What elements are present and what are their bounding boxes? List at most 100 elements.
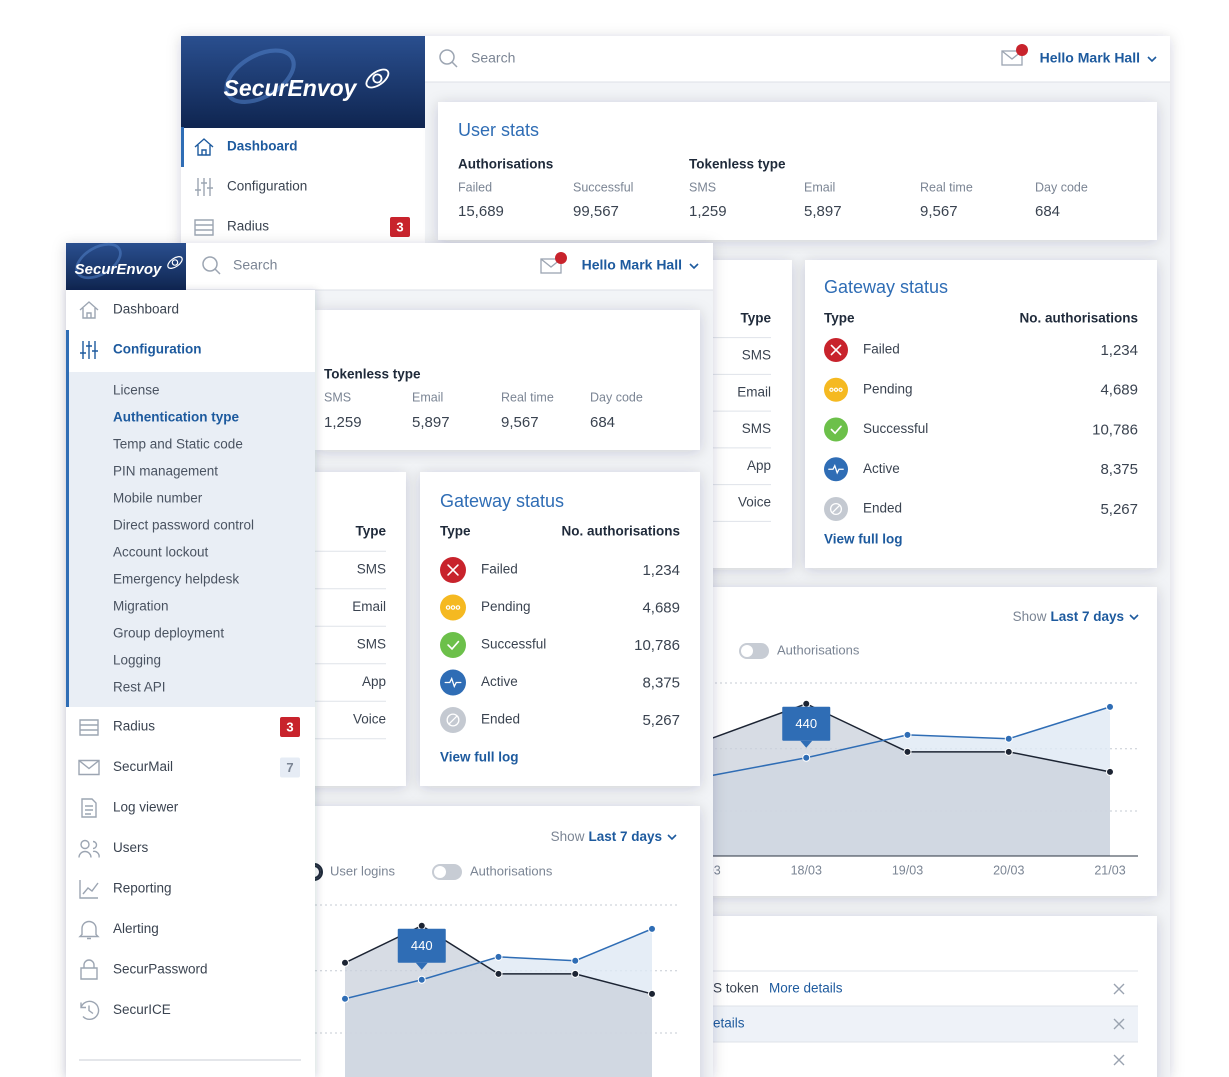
nav-item[interactable]: Configuration bbox=[195, 178, 307, 196]
nav-label: Radius bbox=[113, 719, 155, 734]
logo-orbit bbox=[224, 48, 296, 104]
nav-icon bbox=[80, 1000, 100, 1021]
submenu-item[interactable]: Group deployment bbox=[113, 626, 224, 641]
nav-item[interactable]: Radius 3 bbox=[79, 717, 300, 737]
status-label: Pending bbox=[863, 381, 913, 396]
column-header: Type bbox=[740, 311, 771, 326]
stat-label: Real time bbox=[920, 180, 973, 194]
status-count: 5,267 bbox=[1100, 501, 1138, 518]
type-cell: Email bbox=[737, 384, 771, 399]
submenu-item[interactable]: Direct password control bbox=[113, 518, 254, 533]
data-point bbox=[648, 989, 656, 998]
nav-item[interactable]: Users bbox=[78, 839, 149, 858]
dismiss-icon[interactable] bbox=[1113, 1054, 1125, 1066]
group-label: Authorisations bbox=[458, 157, 553, 172]
stat-value: 15,689 bbox=[458, 203, 504, 220]
nav-item[interactable]: Dashboard bbox=[79, 301, 179, 319]
user-menu[interactable]: Hello Mark Hall bbox=[1040, 50, 1157, 66]
search[interactable]: Search bbox=[202, 256, 277, 275]
range-select[interactable]: Show Last 7 days bbox=[551, 829, 677, 844]
nav-icon bbox=[79, 719, 99, 736]
status-icon bbox=[440, 632, 466, 658]
greeting: Hello Mark Hall bbox=[1040, 50, 1140, 66]
details-link[interactable]: etails bbox=[713, 1016, 745, 1031]
stat-value: 5,897 bbox=[804, 203, 842, 220]
nav-icon bbox=[78, 759, 100, 776]
nav-item[interactable]: Alerting bbox=[78, 920, 159, 940]
badge bbox=[280, 717, 300, 737]
nav-label: Dashboard bbox=[113, 302, 179, 317]
logo-mark bbox=[167, 256, 183, 269]
range-prefix: Show bbox=[551, 829, 585, 844]
submenu-item[interactable]: Authentication type bbox=[113, 410, 239, 425]
search-icon bbox=[451, 61, 458, 68]
x-tick-label: 21/03 bbox=[1094, 863, 1125, 877]
stat-label: Day code bbox=[1035, 180, 1088, 194]
submenu-item[interactable]: Mobile number bbox=[113, 491, 203, 506]
nav-item[interactable]: Reporting bbox=[79, 880, 172, 899]
dismiss-icon[interactable] bbox=[1113, 1018, 1125, 1030]
dismiss-icon[interactable] bbox=[1113, 983, 1125, 995]
submenu-item[interactable]: Account lockout bbox=[113, 545, 209, 560]
data-point bbox=[417, 921, 426, 930]
nav-label: Configuration bbox=[227, 179, 307, 194]
mail[interactable] bbox=[540, 252, 567, 274]
legend-label: User logins bbox=[330, 863, 396, 878]
submenu-item[interactable]: License bbox=[113, 383, 160, 398]
toggle[interactable]: User logins bbox=[292, 863, 396, 881]
submenu-item[interactable]: Temp and Static code bbox=[113, 437, 243, 452]
badge-count: 3 bbox=[286, 719, 293, 734]
mail[interactable] bbox=[1001, 44, 1028, 66]
nav-item[interactable]: Radius 3 bbox=[194, 217, 410, 237]
toggle[interactable]: Authorisations bbox=[432, 863, 553, 880]
active-indicator bbox=[66, 330, 69, 707]
x-tick-label: 20/03 bbox=[993, 863, 1024, 877]
search[interactable]: Search bbox=[439, 49, 515, 68]
range-prefix: Show bbox=[1013, 609, 1047, 624]
logo: SecurEnvoy bbox=[75, 242, 183, 280]
user-menu[interactable]: Hello Mark Hall bbox=[582, 257, 699, 273]
nav-label: SecurMail bbox=[113, 759, 173, 774]
type-cell: App bbox=[362, 674, 386, 689]
search-placeholder: Search bbox=[471, 50, 515, 66]
nav-item[interactable]: Configuration License Authentication type T… bbox=[66, 330, 315, 707]
data-point bbox=[494, 952, 503, 961]
submenu-item[interactable]: Rest API bbox=[113, 680, 166, 695]
nav-item[interactable]: Dashboard bbox=[181, 127, 298, 167]
nav-item[interactable]: SecurMail 7 bbox=[78, 757, 300, 778]
stat-label: SMS bbox=[689, 180, 716, 194]
nav-item[interactable]: SecurICE bbox=[80, 1000, 171, 1021]
data-point bbox=[903, 730, 912, 739]
nav-item[interactable]: SecurPassword bbox=[80, 959, 208, 980]
card-title: Gateway status bbox=[440, 491, 564, 511]
status-icon bbox=[440, 594, 466, 621]
submenu-item[interactable]: Emergency helpdesk bbox=[113, 572, 239, 587]
view-log-link[interactable]: View full log bbox=[440, 750, 519, 765]
nav-icon bbox=[195, 178, 213, 196]
logo-orbit bbox=[75, 242, 122, 280]
details-link[interactable]: More details bbox=[769, 981, 843, 996]
nav-icon bbox=[194, 219, 214, 236]
logo: SecurEnvoy bbox=[224, 48, 390, 104]
submenu-item[interactable]: Migration bbox=[113, 599, 169, 614]
status-label: Ended bbox=[481, 712, 520, 727]
column-header: Type bbox=[355, 524, 386, 539]
status-glyph bbox=[830, 344, 842, 356]
view-log-link[interactable]: View full log bbox=[824, 532, 903, 547]
toggle[interactable]: Authorisations bbox=[739, 642, 860, 659]
status-count: 5,267 bbox=[642, 712, 680, 729]
toggle-knob bbox=[741, 645, 753, 657]
stat-label: Email bbox=[412, 390, 443, 404]
data-point bbox=[802, 753, 811, 762]
range-select[interactable]: Show Last 7 days bbox=[1013, 609, 1139, 624]
nav-icon bbox=[79, 880, 99, 899]
column-header: No. authorisations bbox=[1019, 311, 1138, 326]
submenu-item[interactable]: Logging bbox=[113, 653, 161, 668]
status-count: 8,375 bbox=[1100, 461, 1138, 478]
logo-area bbox=[66, 243, 186, 290]
group-label: Tokenless type bbox=[324, 367, 421, 382]
nav-item[interactable]: Log viewer bbox=[81, 798, 179, 818]
logo-mark bbox=[372, 73, 383, 84]
submenu-item[interactable]: PIN management bbox=[113, 464, 218, 479]
data-point bbox=[1004, 747, 1013, 756]
